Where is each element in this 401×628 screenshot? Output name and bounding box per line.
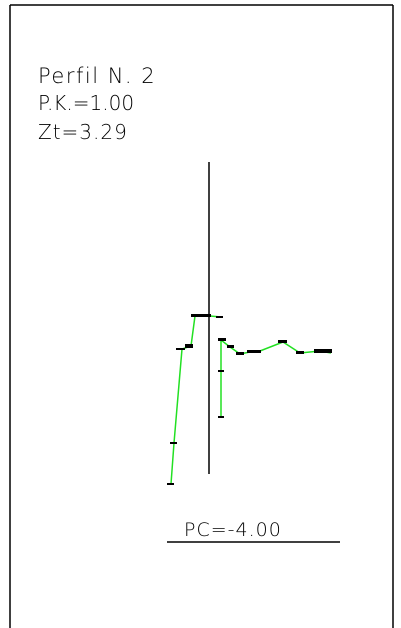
marker: [227, 345, 234, 348]
marker: [218, 416, 224, 418]
marker: [218, 338, 226, 341]
pc-label: PC=-4.00: [184, 519, 282, 541]
marker: [236, 352, 244, 355]
zt-label: Zt=3.29: [38, 120, 128, 144]
pk-label: P.K.=1.00: [38, 91, 134, 115]
marker: [167, 483, 174, 485]
marker: [314, 349, 332, 353]
marker: [296, 351, 304, 354]
point-markers: [167, 314, 332, 485]
marker: [278, 340, 287, 343]
marker: [170, 442, 177, 444]
marker: [247, 350, 261, 353]
profile-title: Perfil N. 2: [38, 64, 156, 88]
marker: [176, 348, 185, 350]
marker: [185, 344, 193, 348]
marker: [216, 316, 223, 318]
marker: [218, 370, 224, 372]
marker: [191, 314, 211, 317]
